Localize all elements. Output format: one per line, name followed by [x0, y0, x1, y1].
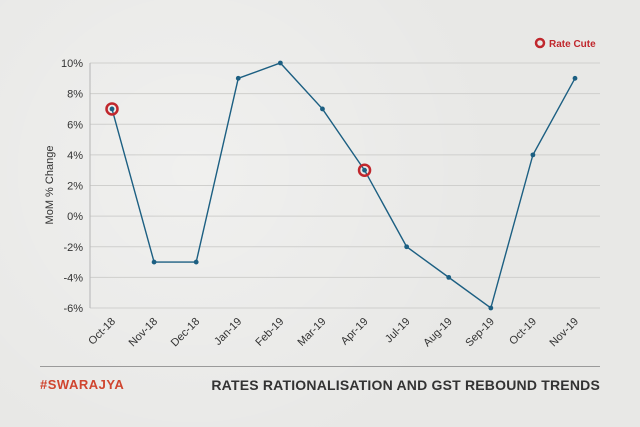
x-tick-label: Dec-18: [169, 316, 203, 350]
data-point: [446, 274, 452, 280]
y-tick-label: 10%: [61, 58, 83, 70]
data-point: [277, 60, 283, 66]
data-point: [488, 305, 494, 311]
y-tick-label: 8%: [67, 89, 83, 101]
x-tick-label: Nov-18: [127, 316, 161, 350]
y-tick-label: -6%: [63, 303, 83, 315]
x-tick-labels: Oct-18 Nov-18 Dec-18 Jan-19 Feb-19 Mar-19 Apr-…: [86, 316, 581, 350]
brand-hash: #: [40, 377, 48, 392]
y-tick-labels: -6% -4% -2% 0% 2% 4% 6% 8% 10%: [61, 58, 83, 315]
rate-cut-markers: [105, 102, 372, 177]
data-point: [235, 75, 241, 81]
x-tick-label: Mar-19: [295, 316, 328, 349]
brand-logo: #SWARAJYA: [40, 377, 124, 392]
x-tick-label: Oct-19: [507, 316, 539, 348]
data-point: [530, 152, 536, 158]
brand-name: SWARAJYA: [47, 377, 125, 392]
x-tick-label: Jul-19: [383, 316, 413, 346]
y-tick-label: -4%: [63, 272, 83, 284]
gridlines: [89, 62, 600, 309]
y-tick-label: 4%: [67, 150, 83, 162]
rate-cut-marker: [105, 102, 119, 116]
legend-label: Rate Cute: [549, 39, 596, 50]
red-ring-icon: [534, 37, 546, 49]
data-point: [193, 259, 199, 265]
x-tick-label: Jan-19: [212, 316, 244, 348]
data-point: [320, 106, 325, 112]
x-tick-label: Nov-19: [548, 316, 582, 350]
data-point: [572, 75, 578, 81]
data-point: [109, 106, 115, 112]
x-tick-label: Feb-19: [253, 316, 286, 349]
y-tick-label: 2%: [67, 181, 83, 193]
y-tick-label: -2%: [63, 242, 83, 254]
chart-footer-title: RATES RATIONALISATION AND GST REBOUND TR…: [211, 377, 600, 393]
rate-cut-marker: [357, 163, 372, 177]
series-line: [111, 62, 576, 310]
y-tick-label: 6%: [67, 119, 83, 131]
data-point: [404, 244, 410, 250]
series-mom-change: [109, 60, 578, 311]
data-point: [151, 259, 157, 265]
x-tick-label: Apr-19: [339, 316, 371, 348]
y-tick-label: 0%: [67, 211, 83, 223]
data-point: [362, 167, 367, 173]
legend: Rate Cute: [534, 37, 596, 50]
x-tick-label: Aug-19: [421, 316, 455, 350]
footer-divider: [40, 366, 600, 367]
y-axis-title: MoM % Change: [44, 146, 56, 225]
x-tick-label: Sep-19: [463, 316, 497, 350]
x-tick-label: Oct-18: [86, 316, 118, 348]
